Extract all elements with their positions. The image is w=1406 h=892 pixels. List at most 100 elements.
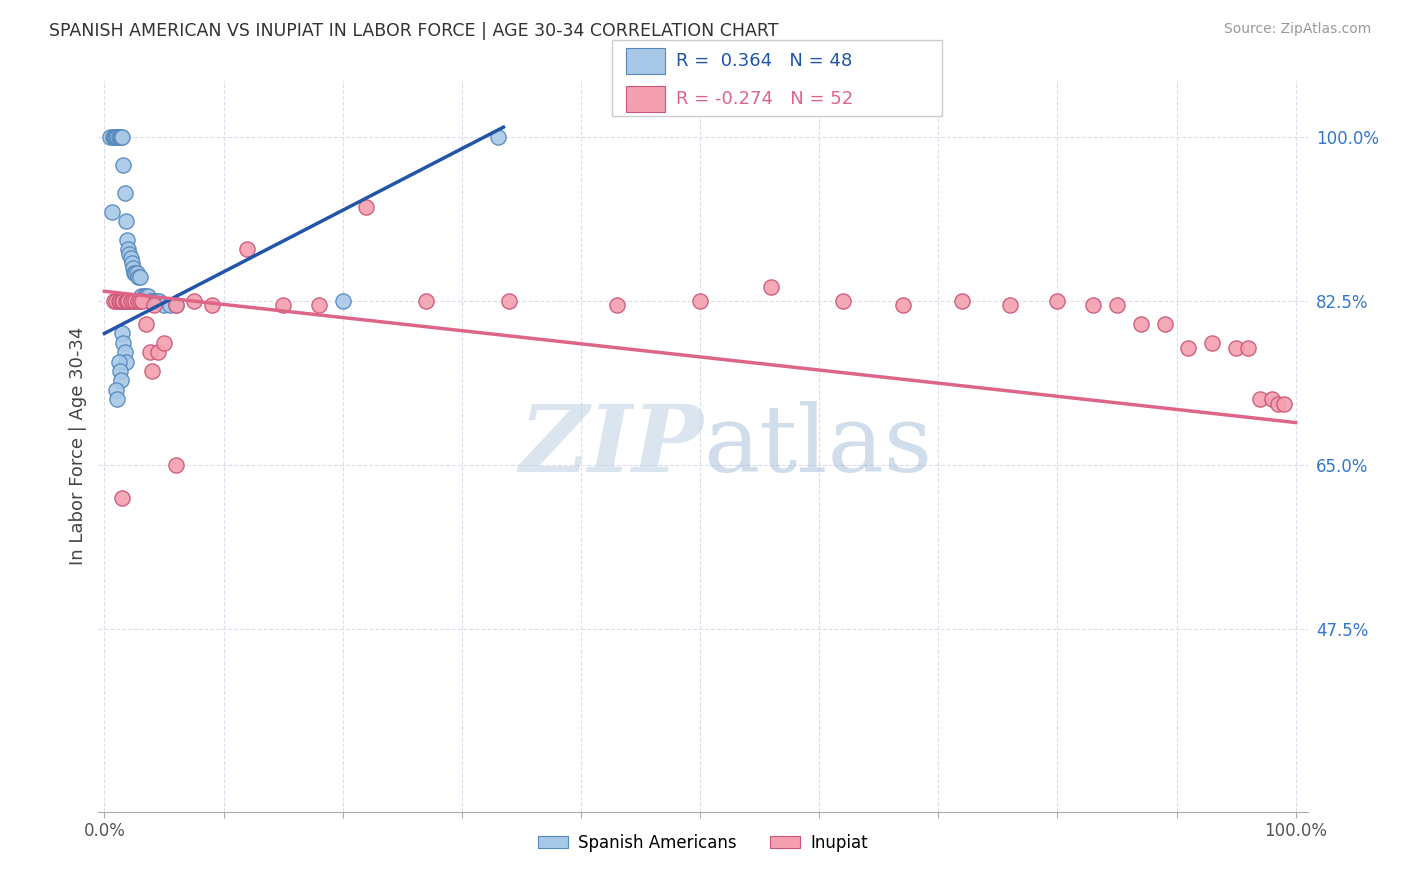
- Point: [1177, 341, 1199, 355]
- Text: ZIP: ZIP: [519, 401, 703, 491]
- Point: [1081, 298, 1104, 312]
- Point: [308, 298, 330, 312]
- Point: [950, 293, 973, 308]
- Point: [138, 293, 160, 308]
- Point: [159, 298, 181, 312]
- Point: [117, 293, 139, 308]
- Point: [124, 293, 146, 308]
- Text: SPANISH AMERICAN VS INUPIAT IN LABOR FORCE | AGE 30-34 CORRELATION CHART: SPANISH AMERICAN VS INUPIAT IN LABOR FOR…: [49, 22, 779, 40]
- Point: [120, 252, 142, 266]
- Point: [110, 373, 132, 387]
- Point: [100, 204, 122, 219]
- Point: [146, 345, 169, 359]
- Y-axis label: In Labor Force | Age 30-34: In Labor Force | Age 30-34: [69, 326, 87, 566]
- Text: atlas: atlas: [703, 401, 932, 491]
- Point: [103, 293, 125, 308]
- Point: [141, 293, 163, 308]
- Point: [115, 233, 138, 247]
- Point: [165, 298, 187, 312]
- Point: [129, 270, 152, 285]
- Point: [891, 298, 914, 312]
- Point: [135, 289, 157, 303]
- Point: [138, 289, 160, 303]
- Point: [110, 129, 132, 144]
- Point: [486, 129, 509, 144]
- Point: [153, 335, 176, 350]
- Point: [689, 293, 711, 308]
- Point: [114, 354, 136, 368]
- Point: [108, 129, 131, 144]
- Point: [125, 266, 148, 280]
- Point: [122, 293, 145, 308]
- Point: [153, 298, 176, 312]
- Point: [104, 129, 127, 144]
- Point: [1225, 341, 1247, 355]
- Point: [200, 298, 222, 312]
- Point: [105, 293, 128, 308]
- Point: [112, 158, 135, 172]
- Point: [143, 298, 166, 312]
- Point: [115, 293, 138, 308]
- Point: [415, 293, 437, 308]
- Legend: Spanish Americans, Inupiat: Spanish Americans, Inupiat: [531, 827, 875, 858]
- Point: [127, 270, 149, 285]
- Point: [832, 293, 855, 308]
- Point: [105, 129, 128, 144]
- Point: [121, 256, 143, 270]
- Point: [118, 246, 141, 260]
- Point: [141, 364, 163, 378]
- Point: [1105, 298, 1128, 312]
- Point: [107, 129, 129, 144]
- Point: [271, 298, 294, 312]
- Point: [117, 242, 139, 256]
- Point: [165, 298, 187, 312]
- Point: [183, 293, 205, 308]
- Point: [101, 129, 124, 144]
- Point: [98, 129, 121, 144]
- Point: [112, 293, 135, 308]
- Point: [332, 293, 354, 308]
- Point: [131, 293, 153, 308]
- Point: [135, 317, 157, 331]
- Text: R =  0.364   N = 48: R = 0.364 N = 48: [676, 52, 852, 70]
- Point: [1249, 392, 1271, 406]
- Point: [108, 364, 131, 378]
- Point: [111, 129, 134, 144]
- Point: [998, 298, 1021, 312]
- Point: [107, 392, 129, 406]
- Point: [131, 289, 153, 303]
- Point: [107, 354, 129, 368]
- Point: [1237, 341, 1260, 355]
- Point: [105, 383, 128, 397]
- Point: [143, 293, 166, 308]
- Point: [146, 293, 169, 308]
- Point: [114, 186, 136, 200]
- Point: [498, 293, 520, 308]
- Point: [103, 129, 125, 144]
- Point: [1267, 397, 1289, 411]
- Point: [236, 242, 259, 256]
- Point: [148, 293, 170, 308]
- Point: [1046, 293, 1069, 308]
- Point: [127, 293, 149, 308]
- Point: [112, 335, 135, 350]
- Point: [1272, 397, 1295, 411]
- Point: [114, 214, 136, 228]
- Point: [165, 458, 187, 472]
- Point: [114, 345, 136, 359]
- Point: [356, 200, 378, 214]
- Point: [108, 293, 131, 308]
- Point: [1129, 317, 1152, 331]
- Point: [122, 260, 145, 275]
- Point: [111, 491, 134, 505]
- Text: R = -0.274   N = 52: R = -0.274 N = 52: [676, 90, 853, 108]
- Point: [114, 293, 136, 308]
- Point: [111, 293, 134, 308]
- Point: [129, 293, 152, 308]
- Point: [1261, 392, 1284, 406]
- Point: [606, 298, 628, 312]
- Point: [124, 266, 146, 280]
- Point: [107, 129, 129, 144]
- Point: [1153, 317, 1175, 331]
- Point: [761, 279, 783, 293]
